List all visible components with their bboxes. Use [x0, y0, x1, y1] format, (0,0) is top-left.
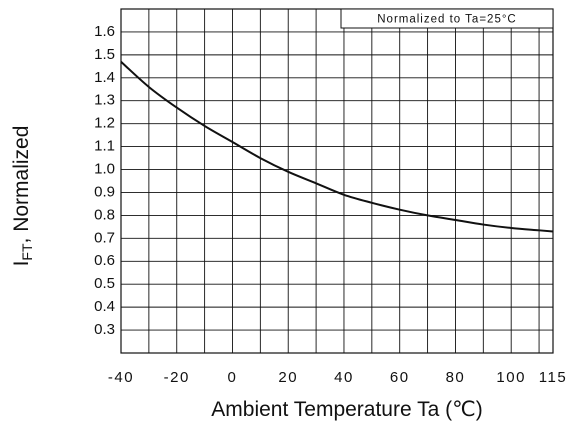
x-tick-label: 20 [278, 369, 298, 386]
y-axis-title-main: I [10, 261, 33, 267]
y-tick-label: 0.8 [94, 206, 115, 223]
x-tick-label: -40 [108, 369, 134, 386]
y-tick-label: 0.3 [94, 321, 115, 338]
annotation-box-frame [340, 8, 554, 29]
y-tick-label: 1.3 [94, 92, 115, 109]
annotation-text: Normalized to Ta=25°C [377, 14, 517, 26]
x-tick-label: 115 [539, 369, 567, 386]
x-tick-label: 100 [496, 369, 526, 386]
x-tick-label: 0 [228, 369, 238, 386]
y-tick-label: 0.9 [94, 183, 115, 200]
y-tick-label: 1.0 [94, 161, 115, 178]
x-tick-label: -20 [164, 369, 190, 386]
y-axis-title-rest: , Normalized [10, 126, 33, 244]
y-tick-label: 0.7 [94, 229, 115, 246]
y-tick-label: 1.5 [94, 46, 115, 63]
x-tick-label: 40 [334, 369, 354, 386]
y-tick-label: 1.2 [94, 115, 115, 132]
y-tick-label: 1.4 [94, 69, 115, 86]
plot-area-frame [120, 8, 554, 354]
x-tick-labels: -40 -20 0 20 40 60 80 100 115 [108, 369, 567, 386]
x-tick-label: 80 [446, 369, 466, 386]
x-axis-title: Ambient Temperature Ta (℃) [211, 398, 482, 421]
grid [121, 9, 553, 353]
y-tick-label: 1.1 [94, 138, 115, 155]
y-axis-title: IFT, Normalized [10, 126, 35, 267]
annotation-box: Normalized to Ta=25°C [340, 8, 554, 29]
series-line [120, 61, 554, 233]
y-tick-label: 0.6 [94, 252, 115, 269]
x-tick-label: 60 [390, 369, 410, 386]
y-tick-label: 0.5 [94, 275, 115, 292]
y-tick-labels: 0.3 0.4 0.5 0.6 0.7 0.8 0.9 1.0 1.1 1.2 1.3 1.4 1.5 1… [94, 23, 115, 338]
y-tick-label: 1.6 [94, 23, 115, 40]
y-axis-title-subscript: FT [19, 243, 35, 261]
y-tick-label: 0.4 [94, 298, 115, 315]
